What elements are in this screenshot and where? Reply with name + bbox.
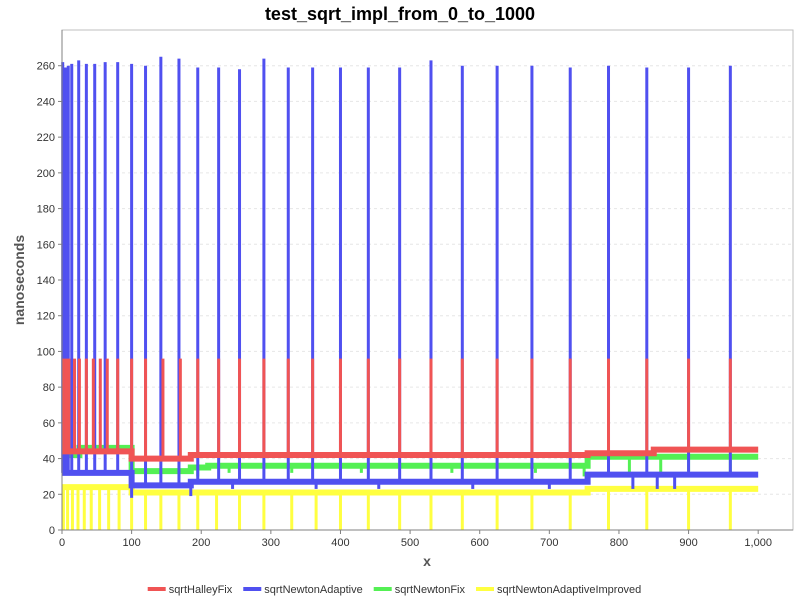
y-tick-label: 140 bbox=[37, 275, 55, 287]
plot-area: 0 100 200 300 400 500 600 700 800 900 1,000 0 20 40 6… bbox=[37, 29, 794, 549]
x-tick-label: 200 bbox=[192, 537, 210, 549]
x-tick-label: 100 bbox=[122, 537, 140, 549]
x-tick-label: 800 bbox=[610, 537, 628, 549]
legend-item-sqrtNewtonAdaptiveImproved: sqrtNewtonAdaptiveImproved bbox=[476, 584, 641, 596]
y-tick-label: 200 bbox=[37, 168, 55, 180]
legend: sqrtHalleyFix sqrtNewtonAdaptive sqrtNewto… bbox=[147, 584, 641, 596]
series-layer bbox=[61, 56, 759, 530]
legend-label: sqrtNewtonFix bbox=[395, 584, 466, 596]
legend-label: sqrtHalleyFix bbox=[169, 584, 233, 596]
y-tick-label: 80 bbox=[43, 382, 55, 394]
chart-title: test_sqrt_impl_from_0_to_1000 bbox=[265, 4, 535, 24]
legend-item-sqrtNewtonAdaptive: sqrtNewtonAdaptive bbox=[243, 584, 363, 596]
y-tick-label: 180 bbox=[37, 204, 55, 216]
legend-item-sqrtNewtonFix: sqrtNewtonFix bbox=[373, 584, 466, 596]
x-tick-label: 900 bbox=[679, 537, 697, 549]
x-tick-label: 300 bbox=[262, 537, 280, 549]
x-tick-label: 1,000 bbox=[744, 537, 772, 549]
x-tick-label: 400 bbox=[331, 537, 349, 549]
legend-label: sqrtNewtonAdaptiveImproved bbox=[497, 584, 641, 596]
y-tick-label: 120 bbox=[37, 311, 55, 323]
x-tick-label: 600 bbox=[471, 537, 489, 549]
x-tick-label: 500 bbox=[401, 537, 419, 549]
y-tick-label: 240 bbox=[37, 96, 55, 108]
y-tick-label: 260 bbox=[37, 61, 55, 73]
x-axis-ticks: 0 100 200 300 400 500 600 700 800 900 1,000 bbox=[59, 530, 772, 549]
y-tick-label: 20 bbox=[43, 489, 55, 501]
x-axis-label: x bbox=[423, 553, 431, 569]
y-tick-label: 60 bbox=[43, 418, 55, 430]
series-baseline bbox=[62, 446, 759, 462]
legend-label: sqrtNewtonAdaptive bbox=[264, 584, 362, 596]
series-baseline bbox=[62, 469, 759, 489]
series-sqrtHalleyFix bbox=[61, 358, 759, 462]
y-tick-label: 40 bbox=[43, 454, 55, 466]
y-tick-label: 0 bbox=[49, 525, 55, 537]
y-tick-label: 220 bbox=[37, 132, 55, 144]
y-axis-label: nanoseconds bbox=[11, 235, 27, 325]
x-tick-label: 0 bbox=[59, 537, 65, 549]
x-tick-label: 700 bbox=[540, 537, 558, 549]
y-tick-label: 100 bbox=[37, 346, 55, 358]
y-tick-label: 160 bbox=[37, 239, 55, 251]
legend-item-sqrtHalleyFix: sqrtHalleyFix bbox=[147, 584, 233, 596]
y-axis-ticks: 0 20 40 60 80 100 120 140 160 180 200 220 240 260 bbox=[37, 61, 62, 537]
